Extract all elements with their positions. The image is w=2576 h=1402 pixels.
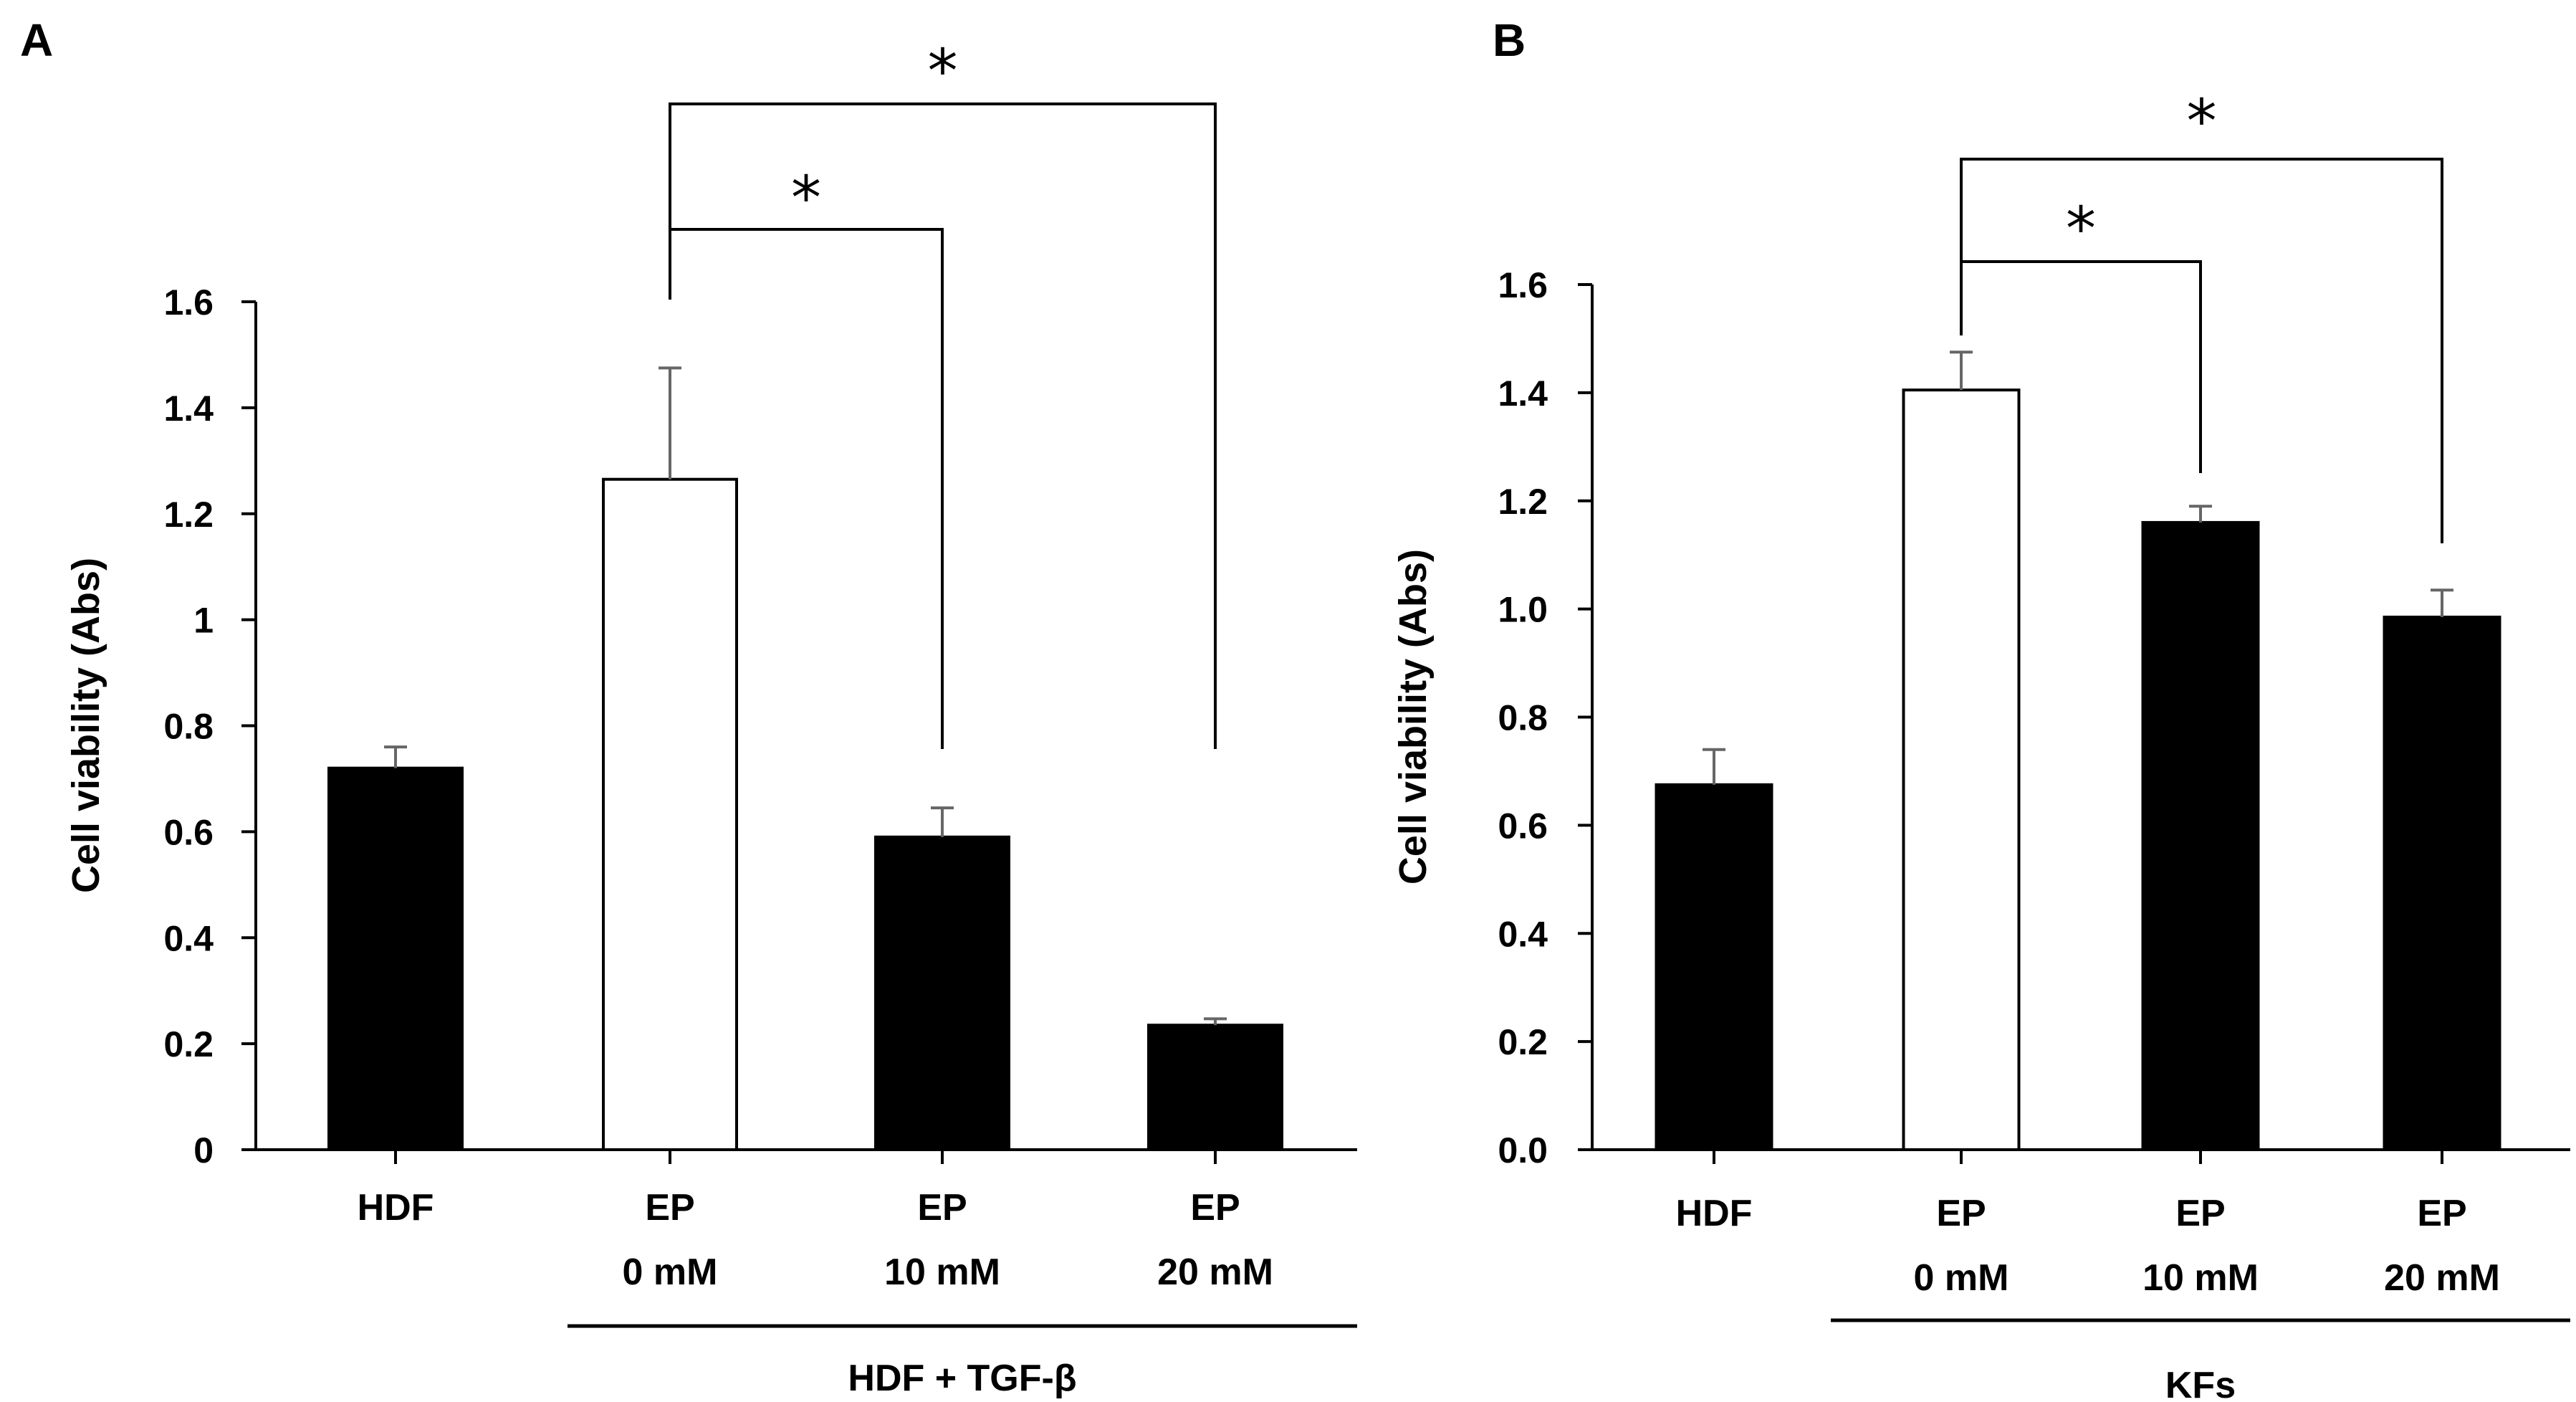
panel-a-category-label: 10 mM [884, 1251, 1000, 1293]
panel-b-group-label: KFs [2165, 1365, 2236, 1402]
panel-b-letter: B [1493, 14, 1526, 66]
panel-b-bar [1655, 783, 1773, 1151]
panel-a-bar [602, 477, 738, 1151]
panel-a-y-axis-title: Cell viability (Abs) [64, 558, 107, 893]
panel-a-y-tick-label: 1.6 [163, 282, 214, 323]
panel-a-letter: A [20, 14, 53, 66]
panel-a-bar [1147, 1024, 1283, 1151]
panel-b-y-axis-title: Cell viability (Abs) [1392, 549, 1435, 884]
panel-a-group-label: HDF + TGF-β [848, 1358, 1076, 1399]
panel-a-y-tick-label: 0.4 [163, 918, 214, 958]
panel-b: B 0.0 0.2 0.4 0.6 0.8 1.0 1.2 1.4 1.6 Cell viabil… [1392, 14, 2570, 1402]
panel-a-y-tick-label: 1.4 [163, 388, 214, 429]
panel-b-y-tick-label: 1.4 [1498, 373, 1548, 414]
panel-b-y-tick-label: 0.0 [1498, 1130, 1548, 1170]
panel-b-category-label: EP [2175, 1193, 2225, 1234]
panel-a-category-label: 20 mM [1157, 1251, 1273, 1293]
panel-b-y-tick-label: 0.8 [1498, 698, 1548, 738]
panel-b-y-tick-label: 0.4 [1498, 914, 1548, 954]
panel-b-category-label: HDF [1676, 1193, 1753, 1234]
panel-b-bar [2383, 615, 2501, 1151]
panel-a-y-tick-label: 1 [193, 601, 214, 641]
panel-a-category-label: EP [645, 1187, 694, 1229]
panel-b-significance-star: * [2187, 86, 2217, 156]
panel-a-significance-star: * [791, 163, 821, 233]
panel-a-category-label: EP [1190, 1187, 1240, 1229]
panel-a-y-tick-label: 0.6 [163, 812, 214, 852]
panel-b-y-tick-label: 1.2 [1498, 482, 1548, 522]
panel-a-bar [327, 766, 464, 1151]
panel-a-significance-star: * [928, 36, 958, 106]
panel-a-y-tick-label: 1.2 [163, 495, 214, 535]
panel-b-significance-star: * [2066, 194, 2096, 264]
panel-a-y-tick-label: 0 [193, 1130, 214, 1170]
panel-b-category-label: 0 mM [1914, 1257, 2009, 1299]
panel-b-bar [2141, 520, 2260, 1151]
panel-b-significance-bracket [1960, 158, 2443, 543]
panel-b-y-tick-label: 0.6 [1498, 806, 1548, 846]
panel-a-category-label: HDF [358, 1187, 434, 1229]
panel-b-category-label: EP [1936, 1193, 1986, 1234]
panel-a-bar [874, 835, 1010, 1152]
panel-a-y-tick-label: 0.8 [163, 707, 214, 747]
panel-b-y-tick-label: 1.0 [1498, 590, 1548, 630]
panel-a-significance-bracket [669, 102, 1217, 749]
panel-a-y-tick-label: 0.2 [163, 1024, 214, 1064]
panel-b-bar [1902, 388, 2021, 1151]
panel-b-category-label: 20 mM [2384, 1257, 2500, 1299]
panel-a: A 0 0.2 0.4 0.6 0.8 1 1.2 1.4 1.6 Cell viability … [20, 14, 1357, 1399]
panel-b-category-label: EP [2417, 1193, 2466, 1234]
panel-a-category-label: EP [917, 1187, 967, 1229]
panel-b-y-tick-label: 1.6 [1498, 265, 1548, 305]
panel-b-y-tick-label: 0.2 [1498, 1022, 1548, 1062]
panel-b-category-label: 10 mM [2142, 1257, 2259, 1299]
panel-a-category-label: 0 mM [623, 1251, 718, 1293]
